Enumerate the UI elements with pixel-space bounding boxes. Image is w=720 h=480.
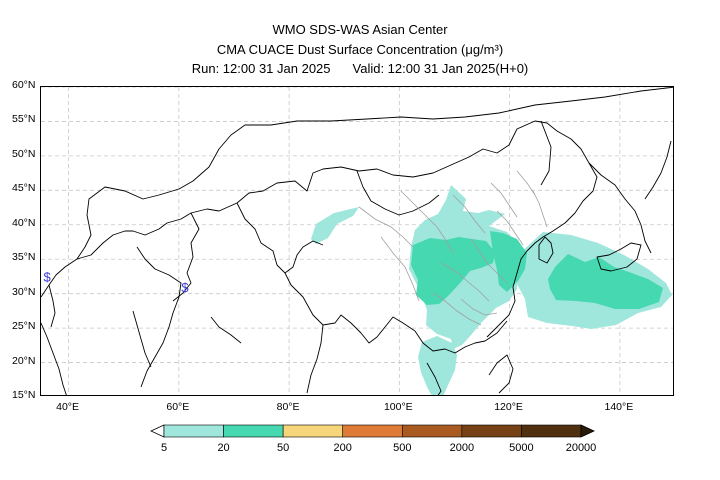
legend-level-label: 50 bbox=[277, 442, 290, 454]
station-symbol: $ bbox=[181, 280, 189, 295]
lat-tick-label: 30°N bbox=[12, 285, 36, 298]
lat-tick-label: 40°N bbox=[12, 216, 36, 229]
legend-level-label: 20000 bbox=[565, 442, 597, 454]
legend-swatch bbox=[342, 424, 403, 438]
lat-tick-label: 35°N bbox=[12, 251, 36, 264]
legend-level-label: 5000 bbox=[509, 442, 534, 454]
dust-field-20-50 bbox=[411, 231, 663, 309]
station-symbols: $$ bbox=[44, 269, 190, 294]
lon-tick-label: 60°E bbox=[166, 401, 190, 413]
legend-swatch bbox=[282, 424, 344, 438]
dust-patch-indochina bbox=[418, 336, 457, 395]
lon-tick-label: 100°E bbox=[383, 401, 413, 413]
dust-core-china bbox=[411, 237, 495, 305]
lat-tick-label: 50°N bbox=[12, 147, 36, 160]
map-subtitle: CMA CUACE Dust Surface Concentration (μg… bbox=[216, 42, 504, 57]
legend-level-label: 200 bbox=[333, 442, 352, 454]
legend-swatch bbox=[461, 424, 522, 438]
run-time: Run: 12:00 31 Jan 2025 bbox=[191, 61, 331, 76]
lat-tick-label: 55°N bbox=[12, 113, 36, 126]
province-borders bbox=[358, 170, 548, 326]
lon-tick-label: 80°E bbox=[276, 401, 300, 413]
lat-tick-label: 60°N bbox=[12, 79, 36, 91]
dust-core-pacific bbox=[548, 254, 663, 309]
lat-tick-label: 20°N bbox=[12, 354, 36, 367]
legend-level-label: 5 bbox=[160, 442, 168, 454]
map-title: WMO SDS-WAS Asian Center bbox=[272, 22, 448, 37]
valid-time: Valid: 12:00 31 Jan 2025(H+0) bbox=[352, 61, 529, 76]
station-symbol: $ bbox=[44, 269, 52, 284]
legend-swatch bbox=[401, 424, 463, 438]
lat-tick-label: 25°N bbox=[12, 320, 36, 333]
dust-concentration-map[interactable]: $ $ bbox=[40, 86, 674, 396]
legend-level-label: 500 bbox=[393, 442, 412, 454]
lat-tick-label: 15°N bbox=[12, 389, 36, 401]
legend-swatch bbox=[223, 424, 284, 438]
country-borders bbox=[41, 87, 673, 395]
legend-level-label: 2000 bbox=[449, 442, 475, 454]
legend-swatch bbox=[163, 424, 224, 438]
lon-tick-label: 140°E bbox=[604, 401, 634, 413]
legend-swatch bbox=[521, 424, 582, 438]
legend-under-arrow bbox=[150, 424, 165, 438]
legend-level-label: 20 bbox=[217, 442, 230, 454]
color-legend-bar bbox=[150, 424, 595, 438]
lon-tick-label: 120°E bbox=[494, 401, 523, 413]
lon-tick-label: 40°E bbox=[56, 401, 79, 413]
legend-over-arrow bbox=[580, 424, 595, 438]
run-valid-line: Run: 12:00 31 Jan 2025 Valid: 12:00 31 Ja… bbox=[0, 60, 720, 78]
dust-patch-tarim bbox=[311, 207, 359, 244]
dust-core-east bbox=[490, 231, 527, 292]
lat-tick-label: 45°N bbox=[12, 182, 36, 195]
